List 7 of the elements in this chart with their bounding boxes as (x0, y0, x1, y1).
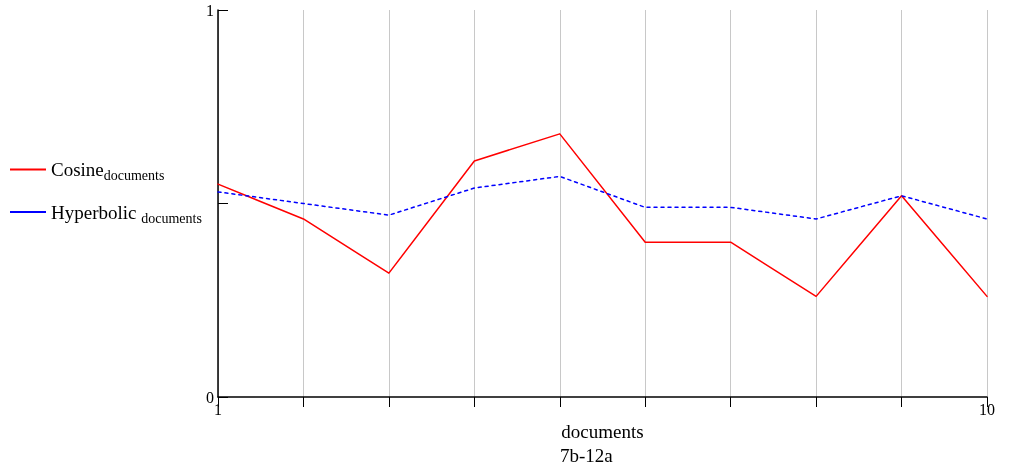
y-tick-label: 0 (206, 388, 214, 406)
x-tick-label: 10 (979, 400, 995, 418)
line-series (217, 133, 988, 298)
text: 7b-12a (560, 445, 614, 466)
legend-label: Hyperbolic documents (51, 201, 202, 226)
line-series (217, 175, 988, 220)
x-axis-title: documents (561, 420, 644, 442)
